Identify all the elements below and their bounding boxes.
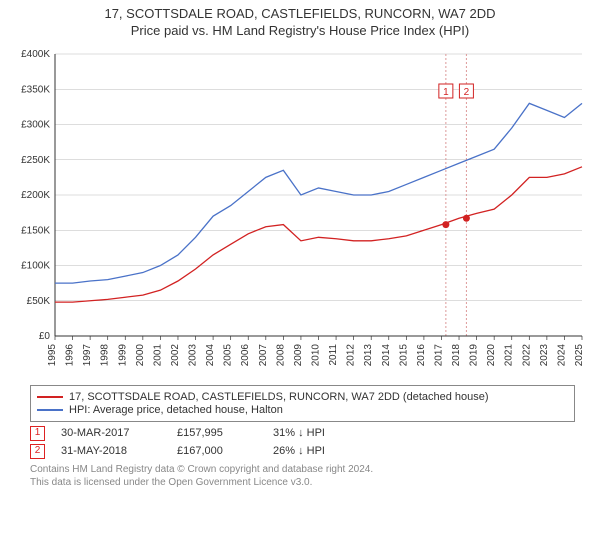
svg-text:2000: 2000 xyxy=(135,343,146,366)
titles: 17, SCOTTSDALE ROAD, CASTLEFIELDS, RUNCO… xyxy=(0,0,600,40)
svg-text:2009: 2009 xyxy=(293,343,304,366)
svg-text:2007: 2007 xyxy=(258,343,269,366)
sale-price-1: £167,000 xyxy=(177,445,257,457)
sale-price-0: £157,995 xyxy=(177,427,257,439)
title-address: 17, SCOTTSDALE ROAD, CASTLEFIELDS, RUNCO… xyxy=(0,6,600,23)
legend: 17, SCOTTSDALE ROAD, CASTLEFIELDS, RUNCO… xyxy=(30,385,575,422)
svg-text:1995: 1995 xyxy=(47,343,58,366)
svg-text:2023: 2023 xyxy=(539,343,550,366)
svg-text:2025: 2025 xyxy=(574,343,585,366)
svg-text:2010: 2010 xyxy=(311,343,322,366)
legend-swatch-0 xyxy=(37,396,63,398)
svg-text:2015: 2015 xyxy=(398,343,409,366)
svg-text:1997: 1997 xyxy=(82,343,93,366)
sale-row-1: 2 31-MAY-2018 £167,000 26% ↓ HPI xyxy=(30,444,575,459)
svg-text:2006: 2006 xyxy=(240,343,251,366)
svg-text:2012: 2012 xyxy=(346,343,357,366)
title-subtitle: Price paid vs. HM Land Registry's House … xyxy=(0,23,600,40)
svg-text:2024: 2024 xyxy=(556,343,567,366)
svg-text:2017: 2017 xyxy=(433,343,444,366)
sale-delta-1: 26% ↓ HPI xyxy=(273,445,325,457)
legend-label-0: 17, SCOTTSDALE ROAD, CASTLEFIELDS, RUNCO… xyxy=(69,391,489,403)
svg-text:£250K: £250K xyxy=(21,155,50,166)
sales: 1 30-MAR-2017 £157,995 31% ↓ HPI 2 31-MA… xyxy=(30,426,575,459)
svg-text:£50K: £50K xyxy=(27,296,51,307)
sale-row-0: 1 30-MAR-2017 £157,995 31% ↓ HPI xyxy=(30,426,575,441)
svg-text:2004: 2004 xyxy=(205,343,216,366)
svg-text:£300K: £300K xyxy=(21,119,50,130)
svg-text:2021: 2021 xyxy=(504,343,515,366)
svg-text:2002: 2002 xyxy=(170,343,181,366)
svg-text:2001: 2001 xyxy=(152,343,163,366)
svg-text:£350K: £350K xyxy=(21,84,50,95)
svg-text:2003: 2003 xyxy=(188,343,199,366)
svg-text:2022: 2022 xyxy=(521,343,532,366)
svg-text:2018: 2018 xyxy=(451,343,462,366)
legend-swatch-1 xyxy=(37,409,63,411)
sale-date-0: 30-MAR-2017 xyxy=(61,427,161,439)
svg-text:2020: 2020 xyxy=(486,343,497,366)
svg-text:£400K: £400K xyxy=(21,49,50,60)
svg-text:£0: £0 xyxy=(39,331,51,342)
sale-date-1: 31-MAY-2018 xyxy=(61,445,161,457)
legend-row-0: 17, SCOTTSDALE ROAD, CASTLEFIELDS, RUNCO… xyxy=(37,391,568,403)
svg-text:1999: 1999 xyxy=(117,343,128,366)
svg-text:2005: 2005 xyxy=(223,343,234,366)
svg-text:£100K: £100K xyxy=(21,260,50,271)
svg-text:1: 1 xyxy=(443,87,449,98)
sale-badge-1: 2 xyxy=(30,444,45,459)
legend-row-1: HPI: Average price, detached house, Halt… xyxy=(37,404,568,416)
sale-badge-0: 1 xyxy=(30,426,45,441)
footer-line-1: Contains HM Land Registry data © Crown c… xyxy=(30,463,575,476)
chart-svg: £0 £50K £100K £150K £200K £250K £300K £350K £400… xyxy=(10,46,590,376)
footer-line-2: This data is licensed under the Open Gov… xyxy=(30,476,575,489)
svg-text:1996: 1996 xyxy=(65,343,76,366)
svg-text:2008: 2008 xyxy=(275,343,286,366)
svg-text:2019: 2019 xyxy=(469,343,480,366)
svg-text:2014: 2014 xyxy=(381,343,392,366)
svg-text:£150K: £150K xyxy=(21,225,50,236)
svg-text:£200K: £200K xyxy=(21,190,50,201)
svg-text:1998: 1998 xyxy=(100,343,111,366)
svg-text:2: 2 xyxy=(464,87,470,98)
svg-text:2013: 2013 xyxy=(363,343,374,366)
sale-delta-0: 31% ↓ HPI xyxy=(273,427,325,439)
footer: Contains HM Land Registry data © Crown c… xyxy=(30,463,575,489)
svg-text:2011: 2011 xyxy=(328,343,339,365)
chart: £0 £50K £100K £150K £200K £250K £300K £350K £400… xyxy=(10,46,590,379)
svg-text:2016: 2016 xyxy=(416,343,427,366)
root: 17, SCOTTSDALE ROAD, CASTLEFIELDS, RUNCO… xyxy=(0,0,600,560)
legend-label-1: HPI: Average price, detached house, Halt… xyxy=(69,404,283,416)
